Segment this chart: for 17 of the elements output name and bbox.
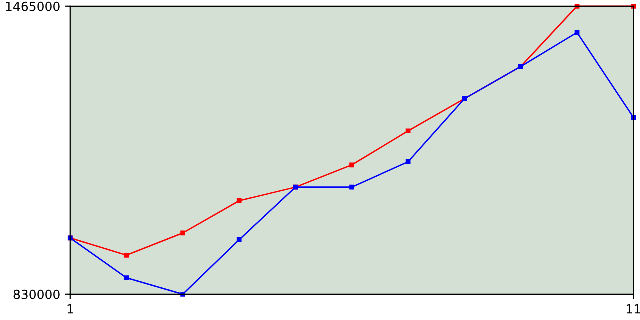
point — [236, 198, 242, 204]
point — [124, 276, 130, 281]
point — [236, 238, 242, 242]
point — [631, 4, 636, 9]
x-tick-label: 1 — [68, 304, 74, 314]
point — [350, 162, 354, 168]
point — [631, 115, 636, 120]
point — [124, 252, 130, 258]
point — [350, 184, 354, 190]
y-tick-label: 1465000 — [6, 2, 60, 12]
point — [406, 128, 411, 134]
point — [180, 292, 186, 297]
y-tick-label: 830000 — [14, 290, 60, 300]
x-tick-label: 11 — [627, 304, 640, 314]
point — [406, 160, 411, 164]
point — [574, 30, 580, 36]
point — [180, 230, 186, 236]
